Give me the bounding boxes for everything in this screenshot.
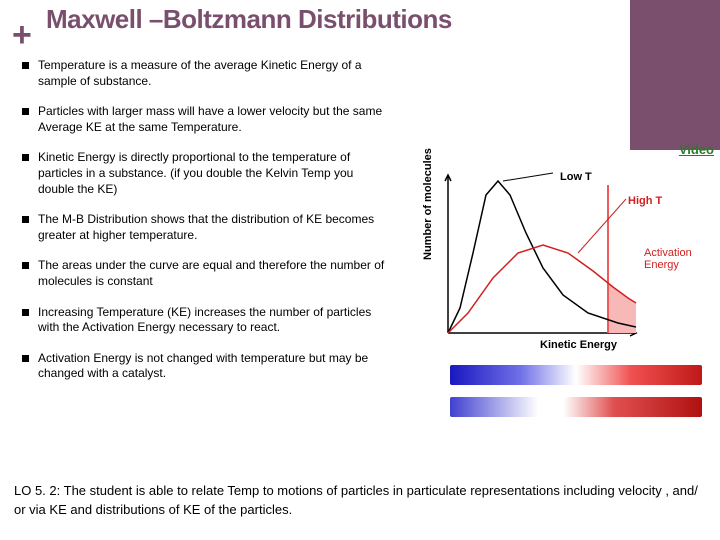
- bullet-list: Temperature is a measure of the average …: [22, 58, 392, 397]
- list-item: Kinetic Energy is directly proportional …: [22, 150, 392, 197]
- legend-low-t: Low T: [560, 171, 592, 183]
- plus-icon: +: [12, 18, 32, 52]
- corner-accent: [630, 0, 720, 150]
- video-link[interactable]: Video: [679, 142, 714, 157]
- gradient-bar-2: [450, 397, 702, 417]
- gradient-bar-1: [450, 365, 702, 385]
- list-item: Activation Energy is not changed with te…: [22, 351, 392, 382]
- list-item: Particles with larger mass will have a l…: [22, 104, 392, 135]
- page-title: Maxwell –Boltzmann Distributions: [46, 4, 452, 35]
- learning-objective: LO 5. 2: The student is able to relate T…: [14, 482, 706, 520]
- x-axis-label: Kinetic Energy: [540, 339, 617, 351]
- list-item: Temperature is a measure of the average …: [22, 58, 392, 89]
- list-item: The M-B Distribution shows that the dist…: [22, 212, 392, 243]
- source-link[interactable]: Source: [670, 4, 714, 19]
- legend-activation: Activation Energy: [644, 247, 692, 271]
- mb-distribution-chart: Number of molecules Kinetic Energy Low T…: [420, 165, 710, 435]
- list-item: Increasing Temperature (KE) increases th…: [22, 305, 392, 336]
- y-axis-label: Number of molecules: [422, 148, 434, 260]
- list-item: The areas under the curve are equal and …: [22, 258, 392, 289]
- legend-high-t: High T: [628, 195, 662, 207]
